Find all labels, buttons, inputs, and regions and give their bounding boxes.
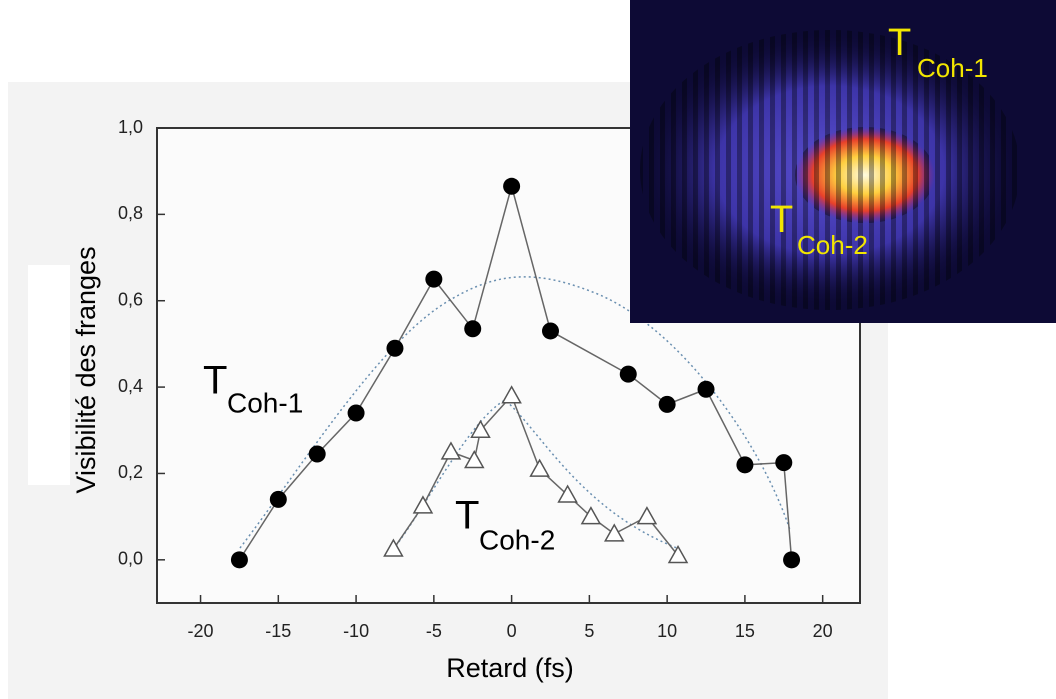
- point: [464, 449, 485, 469]
- inset-label: T: [770, 199, 793, 241]
- point: [557, 484, 578, 503]
- point: [619, 365, 637, 383]
- y-tick-label: 0,6: [118, 289, 143, 309]
- point: [636, 506, 658, 525]
- point: [412, 495, 434, 514]
- y-tick-label: 1,0: [118, 117, 143, 137]
- point: [603, 523, 625, 542]
- x-tick-label: -10: [343, 621, 369, 641]
- x-tick-label: -20: [188, 621, 214, 641]
- x-tick-label: -5: [426, 621, 442, 641]
- inset-label-sub: Coh-1: [917, 53, 988, 83]
- plot: -20 -15 -10 -5 0 5 10 15 20 0,0 0,2 0,4 0,6 0,8 1,0: [118, 117, 833, 641]
- point: [736, 456, 754, 474]
- annotation: T: [455, 494, 479, 538]
- point: [658, 395, 676, 413]
- y-axis-label: Visibilité des franges: [71, 246, 101, 493]
- annotation: T: [203, 359, 227, 403]
- point: [440, 441, 462, 460]
- x-tick-label: 15: [735, 621, 755, 641]
- y-tick-label: 0,8: [118, 203, 143, 223]
- point: [269, 490, 287, 508]
- y-tick-label: 0,0: [118, 549, 143, 569]
- x-axis-label: Retard (fs): [446, 653, 574, 683]
- point: [503, 177, 521, 195]
- x-tick-label: 5: [584, 621, 594, 641]
- x-tick-label: 0: [507, 621, 517, 641]
- point: [425, 270, 443, 288]
- x-tick-label: -15: [265, 621, 291, 641]
- label-backdrop: [28, 265, 70, 485]
- inset-label: T: [888, 22, 911, 64]
- y-tick-label: 0,2: [118, 462, 143, 482]
- point: [386, 339, 404, 357]
- point: [775, 454, 793, 472]
- series-line: [392, 394, 679, 556]
- point: [783, 551, 801, 569]
- x-tick-label: 20: [813, 621, 833, 641]
- point: [308, 445, 326, 463]
- point: [529, 458, 550, 477]
- annotation-sub: Coh-1: [227, 387, 303, 418]
- point: [501, 385, 522, 404]
- point: [383, 538, 404, 557]
- point: [697, 380, 715, 398]
- point: [667, 544, 689, 564]
- annotation-sub: Coh-2: [479, 524, 555, 555]
- point: [230, 551, 248, 569]
- inset-label-sub: Coh-2: [797, 230, 868, 260]
- point: [541, 322, 559, 340]
- point: [347, 404, 365, 422]
- fit-curve: [239, 276, 791, 549]
- point: [580, 506, 602, 525]
- y-tick-label: 0,4: [118, 376, 143, 396]
- x-tick-label: 10: [657, 621, 677, 641]
- inset-image: T Coh-1 T Coh-2: [630, 0, 1056, 323]
- point: [470, 419, 491, 439]
- point: [464, 320, 482, 338]
